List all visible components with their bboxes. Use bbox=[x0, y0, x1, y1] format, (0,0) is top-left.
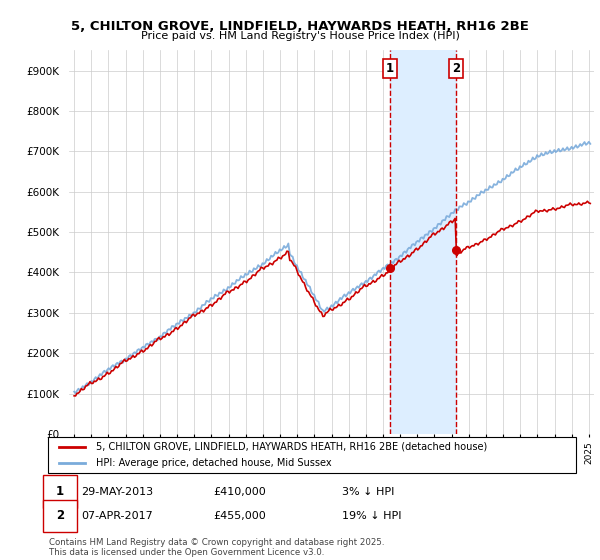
Text: 19% ↓ HPI: 19% ↓ HPI bbox=[342, 511, 401, 521]
Text: £455,000: £455,000 bbox=[213, 511, 266, 521]
Text: 1: 1 bbox=[386, 62, 394, 75]
FancyBboxPatch shape bbox=[48, 437, 576, 473]
Text: 1: 1 bbox=[56, 485, 64, 498]
Text: 2: 2 bbox=[452, 62, 460, 75]
Text: 5, CHILTON GROVE, LINDFIELD, HAYWARDS HEATH, RH16 2BE: 5, CHILTON GROVE, LINDFIELD, HAYWARDS HE… bbox=[71, 20, 529, 32]
Text: 2: 2 bbox=[56, 509, 64, 522]
Text: HPI: Average price, detached house, Mid Sussex: HPI: Average price, detached house, Mid … bbox=[95, 459, 331, 468]
Bar bbox=[390, 50, 456, 434]
Text: 5, CHILTON GROVE, LINDFIELD, HAYWARDS HEATH, RH16 2BE (detached house): 5, CHILTON GROVE, LINDFIELD, HAYWARDS HE… bbox=[95, 442, 487, 451]
Text: 29-MAY-2013: 29-MAY-2013 bbox=[81, 487, 153, 497]
Text: 3% ↓ HPI: 3% ↓ HPI bbox=[342, 487, 394, 497]
Text: £410,000: £410,000 bbox=[213, 487, 266, 497]
Text: Price paid vs. HM Land Registry's House Price Index (HPI): Price paid vs. HM Land Registry's House … bbox=[140, 31, 460, 41]
Text: Contains HM Land Registry data © Crown copyright and database right 2025.
This d: Contains HM Land Registry data © Crown c… bbox=[49, 538, 385, 557]
Text: 07-APR-2017: 07-APR-2017 bbox=[81, 511, 153, 521]
